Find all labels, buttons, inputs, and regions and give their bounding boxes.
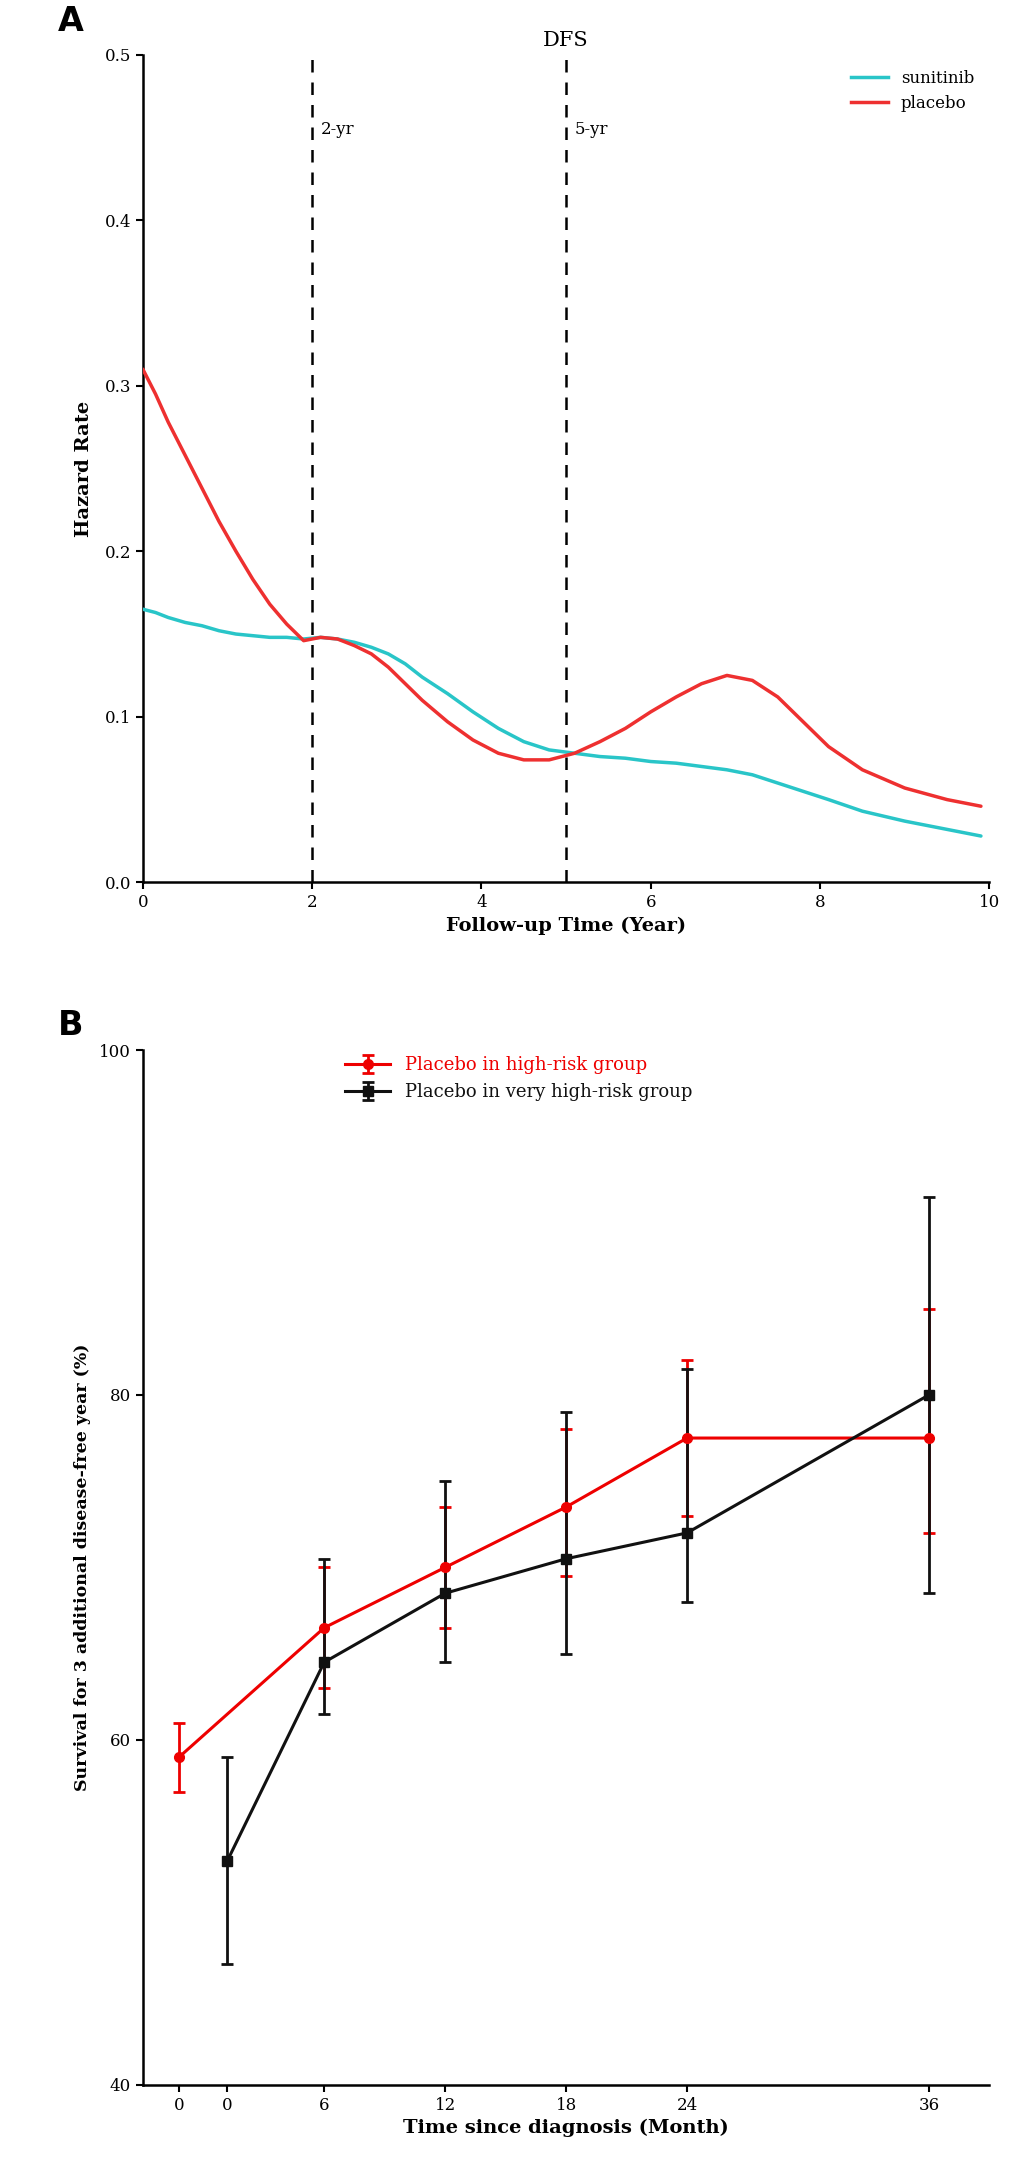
Text: 2-yr: 2-yr bbox=[320, 120, 354, 138]
X-axis label: Follow-up Time (Year): Follow-up Time (Year) bbox=[445, 917, 686, 934]
X-axis label: Time since diagnosis (Month): Time since diagnosis (Month) bbox=[403, 2120, 729, 2137]
Text: 5-yr: 5-yr bbox=[574, 120, 607, 138]
Y-axis label: Hazard Rate: Hazard Rate bbox=[75, 399, 94, 537]
Legend: Placebo in high-risk group, Placebo in very high-risk group: Placebo in high-risk group, Placebo in v… bbox=[337, 1048, 699, 1109]
Legend: sunitinib, placebo: sunitinib, placebo bbox=[844, 63, 980, 118]
Text: B: B bbox=[58, 1009, 84, 1041]
Y-axis label: Survival for 3 additional disease-free year (%): Survival for 3 additional disease-free y… bbox=[73, 1345, 91, 1790]
Text: A: A bbox=[58, 4, 84, 37]
Title: DFS: DFS bbox=[543, 31, 588, 50]
